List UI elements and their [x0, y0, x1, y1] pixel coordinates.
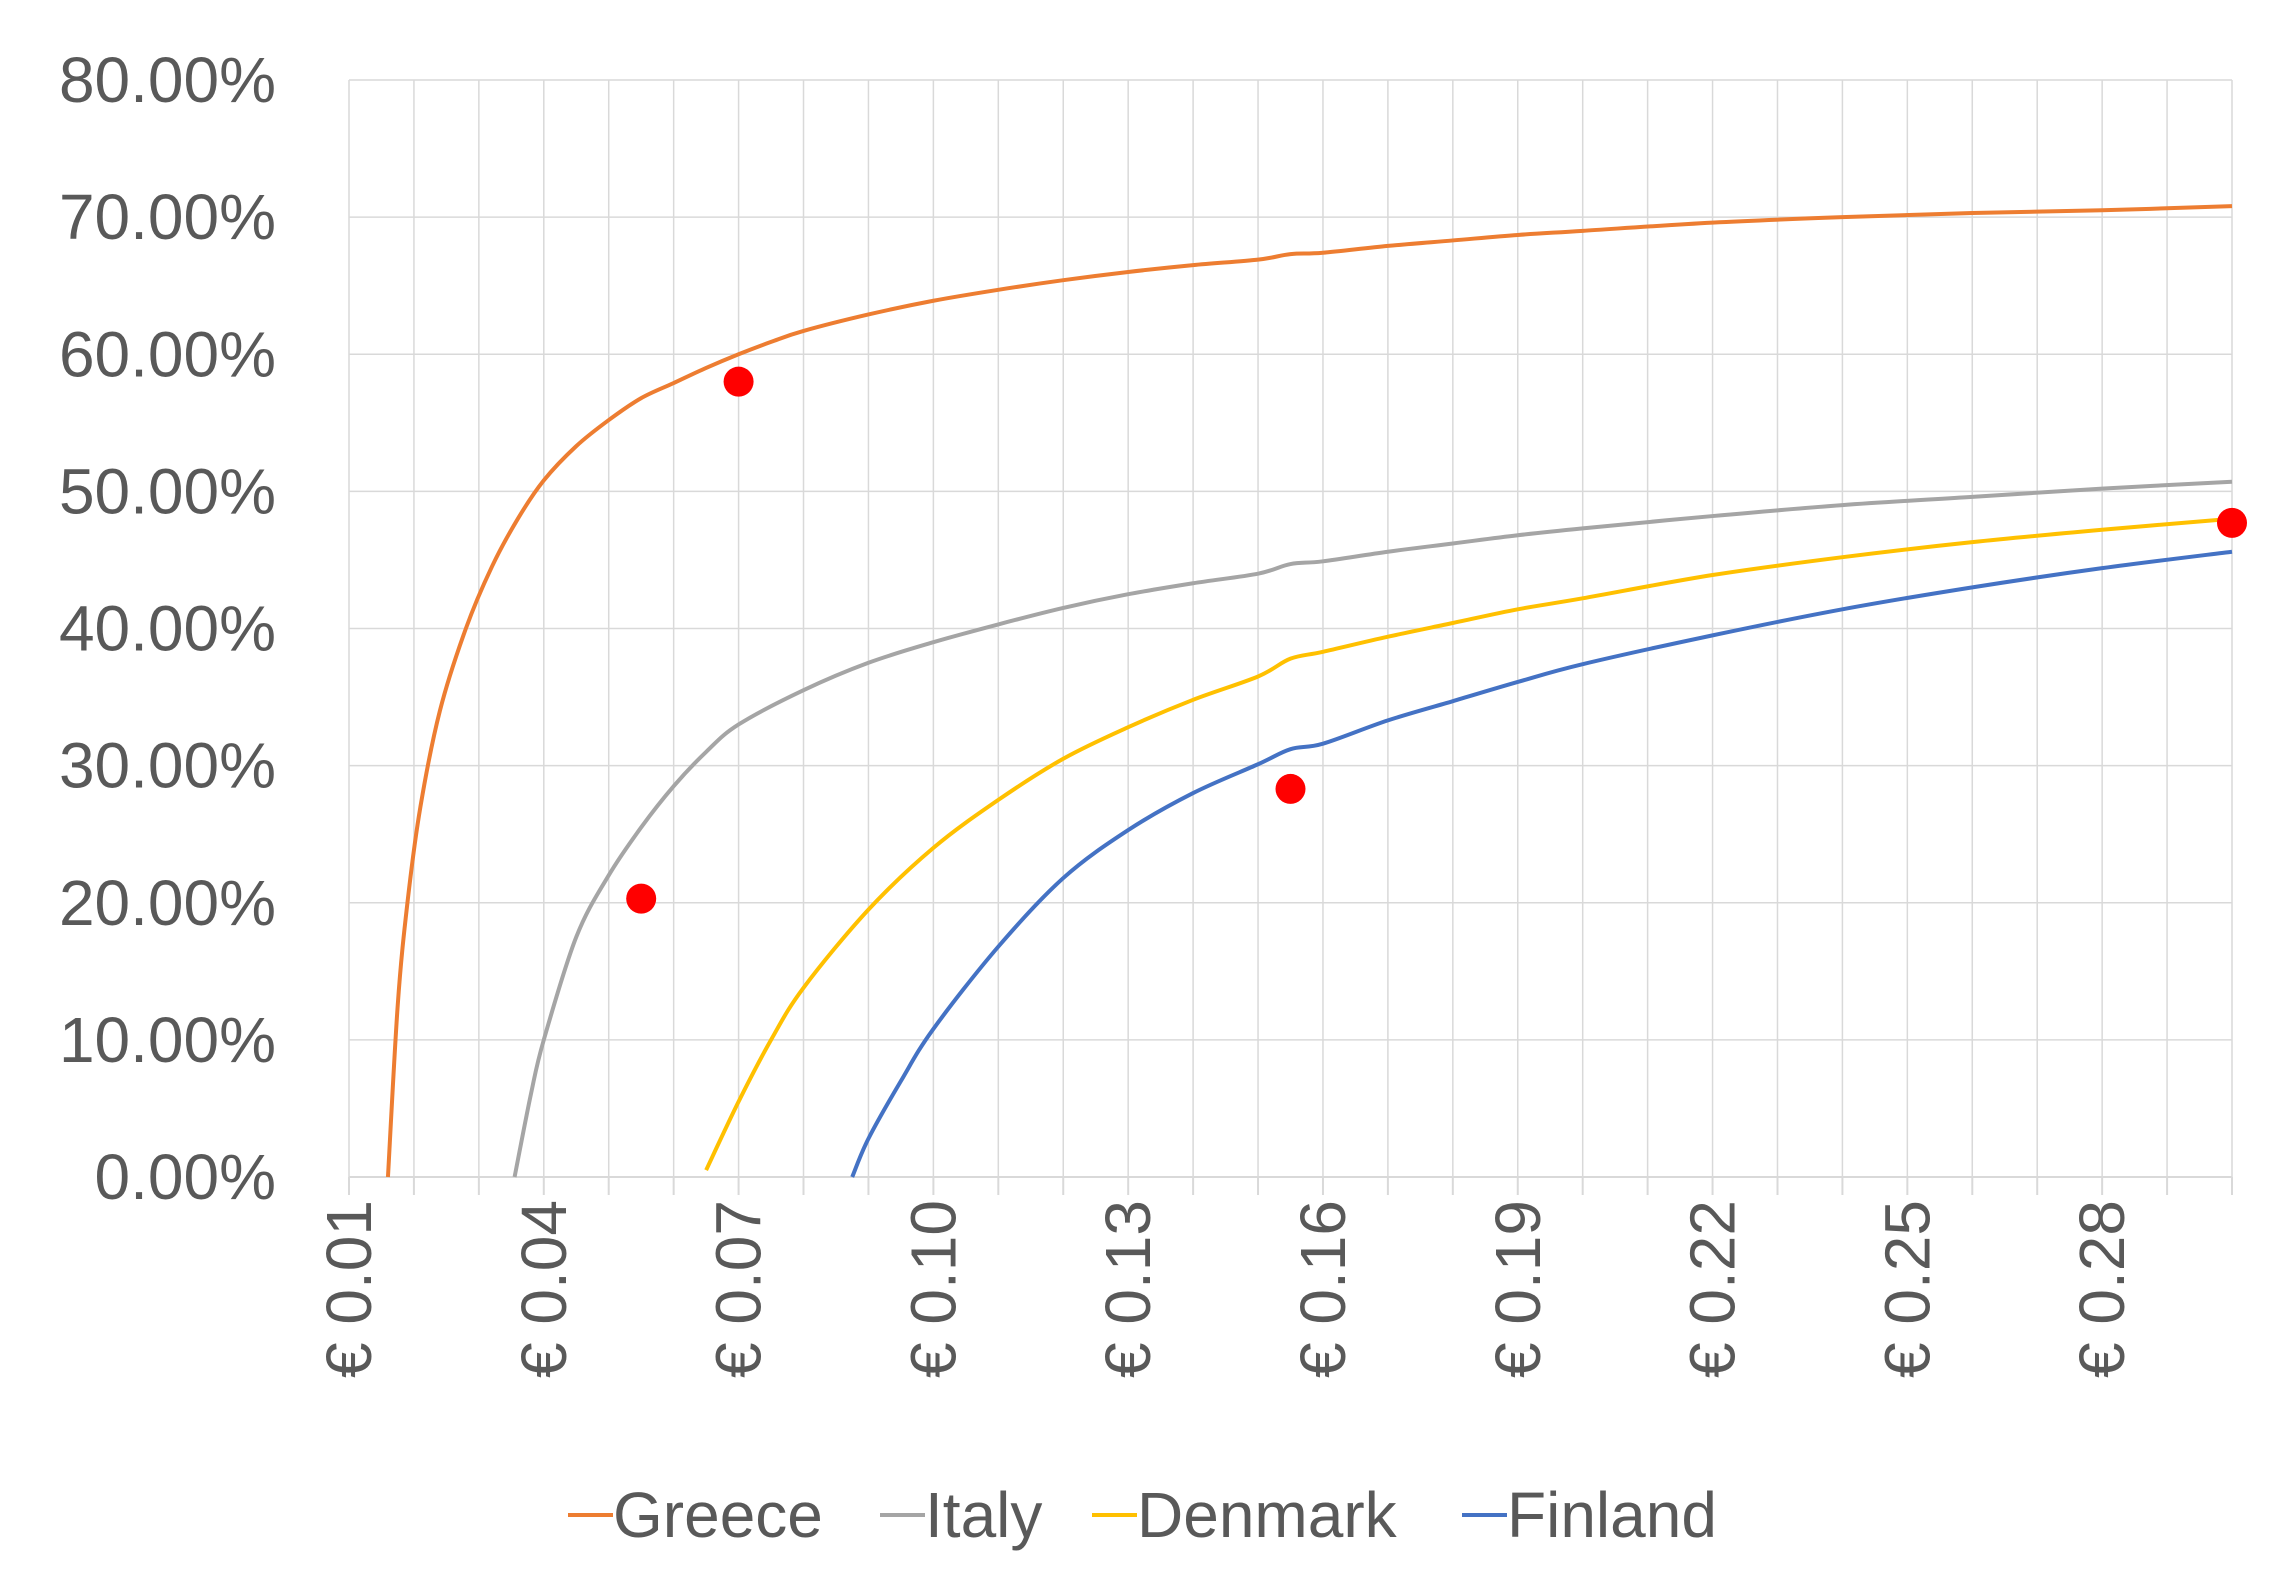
highlight-points	[626, 366, 2247, 914]
legend-label: Denmark	[1137, 1479, 1398, 1551]
series-line-greece	[385, 204, 2233, 1178]
x-tick-label: € 0.22	[1677, 1200, 1749, 1378]
series-line-finland	[850, 549, 2233, 1178]
y-tick-label: 20.00%	[59, 867, 276, 939]
y-tick-label: 0.00%	[95, 1141, 276, 1213]
x-tick-label: € 0.25	[1871, 1200, 1943, 1378]
legend-label: Italy	[925, 1479, 1042, 1551]
x-tick-label: € 0.19	[1482, 1200, 1554, 1378]
x-tick-label: € 0.16	[1287, 1200, 1359, 1378]
y-tick-labels: 0.00% 10.00% 20.00% 30.00% 40.00% 50.00% 60.00…	[59, 44, 276, 1213]
x-tick-label: € 0.10	[897, 1200, 969, 1378]
series-line-denmark	[704, 516, 2233, 1171]
legend-label: Finland	[1507, 1479, 1717, 1551]
series-lines	[385, 204, 2233, 1178]
y-tick-label: 70.00%	[59, 181, 276, 253]
gridlines	[348, 79, 2233, 1177]
x-tick-label: € 0.07	[703, 1200, 775, 1378]
highlight-point	[2217, 507, 2247, 538]
x-tick-labels: € 0.01 € 0.04 € 0.07 € 0.10 € 0.13 € 0.16 € 0.…	[313, 1200, 2138, 1378]
highlight-point	[723, 366, 754, 397]
y-tick-label: 80.00%	[59, 44, 276, 116]
series-line-italy	[512, 479, 2233, 1178]
highlight-point	[626, 883, 657, 914]
x-tick-label: € 0.28	[2066, 1200, 2138, 1378]
y-tick-label: 30.00%	[59, 730, 276, 802]
y-tick-label: 60.00%	[59, 318, 276, 390]
x-tick-label: € 0.04	[508, 1200, 580, 1378]
x-tick-label: € 0.13	[1092, 1200, 1164, 1378]
highlight-point	[1275, 773, 1306, 804]
legend: Greece Italy Denmark Finland	[568, 1479, 1717, 1551]
x-tick-label: € 0.01	[313, 1200, 385, 1378]
y-tick-label: 50.00%	[59, 455, 276, 527]
y-tick-label: 40.00%	[59, 593, 276, 665]
y-tick-label: 10.00%	[59, 1004, 276, 1076]
legend-label: Greece	[613, 1479, 823, 1551]
axes	[348, 1176, 2233, 1195]
